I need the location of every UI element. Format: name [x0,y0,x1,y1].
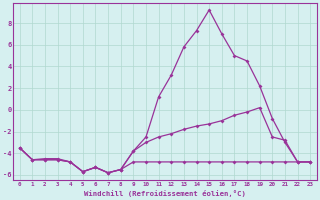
X-axis label: Windchill (Refroidissement éolien,°C): Windchill (Refroidissement éolien,°C) [84,190,246,197]
